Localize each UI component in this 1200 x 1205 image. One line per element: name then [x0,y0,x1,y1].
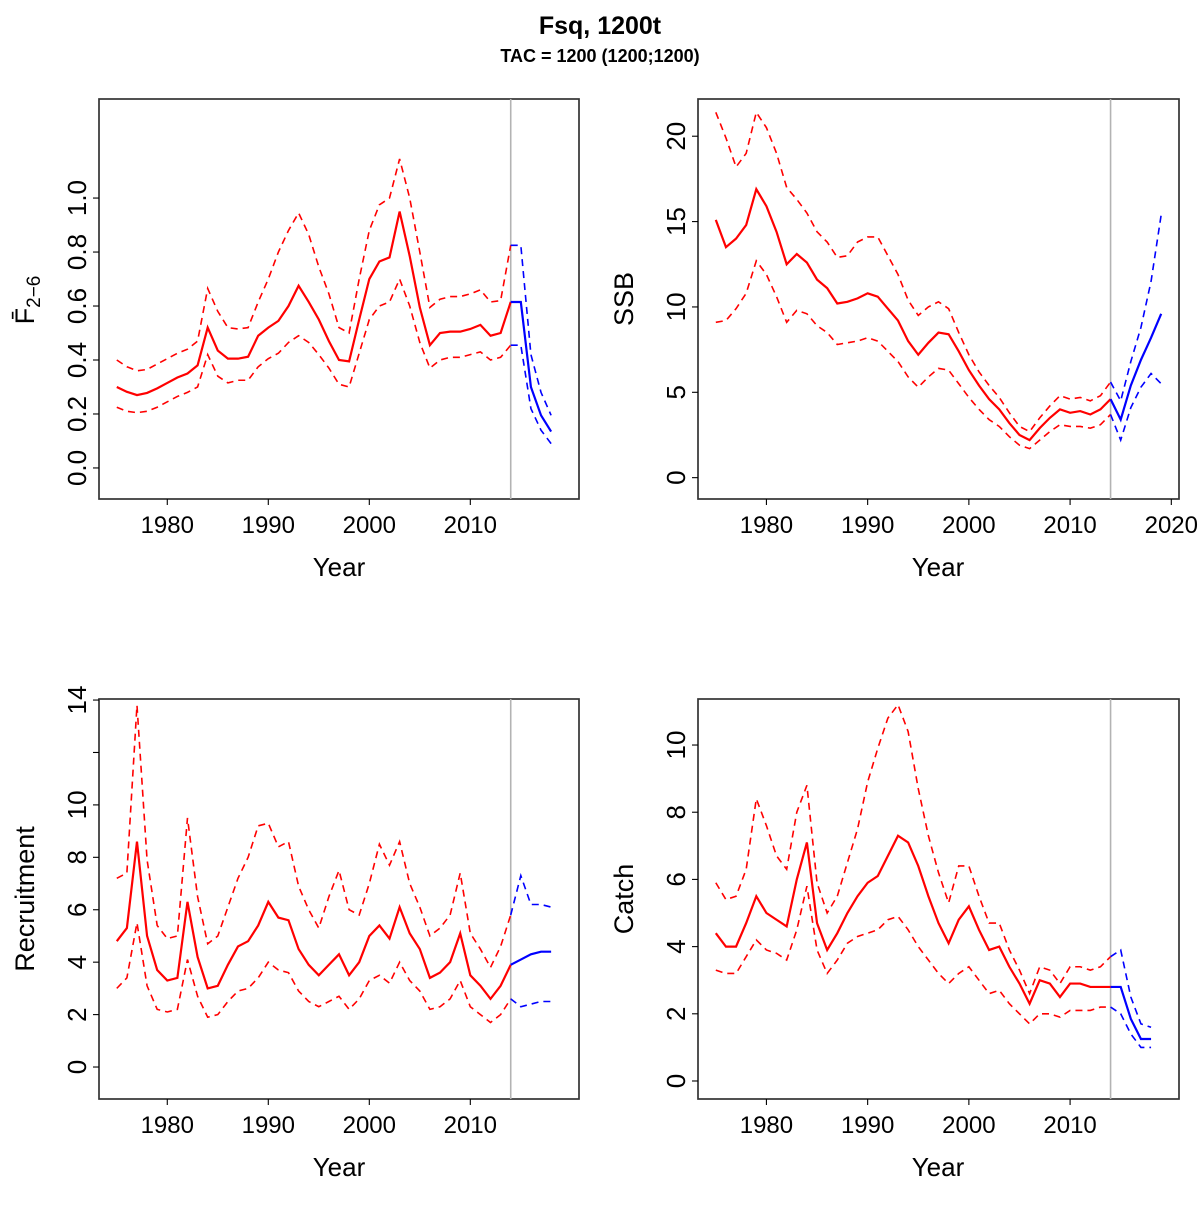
svg-text:4: 4 [661,939,691,953]
svg-text:6: 6 [62,903,92,917]
svg-text:0.0: 0.0 [62,450,92,486]
svg-text:2000: 2000 [942,512,995,539]
svg-text:1.0: 1.0 [62,180,92,216]
svg-text:2010: 2010 [444,1112,497,1139]
svg-text:TAC = 1200 (1200;1200): TAC = 1200 (1200;1200) [500,46,699,66]
svg-text:0.2: 0.2 [62,396,92,432]
svg-text:4: 4 [62,955,92,969]
svg-text:2010: 2010 [444,512,497,539]
svg-text:2010: 2010 [1043,1112,1096,1139]
svg-text:1990: 1990 [841,512,894,539]
svg-text:8: 8 [62,850,92,864]
svg-text:2000: 2000 [343,1112,396,1139]
svg-text:1990: 1990 [242,1112,295,1139]
svg-text:2000: 2000 [942,1112,995,1139]
svg-text:0: 0 [661,1074,691,1088]
svg-text:1980: 1980 [141,1112,194,1139]
svg-text:Recruitment: Recruitment [10,826,40,972]
svg-text:Fsq, 1200t: Fsq, 1200t [539,12,662,40]
svg-text:0.6: 0.6 [62,288,92,324]
svg-text:Year: Year [912,1152,965,1182]
svg-text:Catch: Catch [609,864,639,935]
svg-text:10: 10 [661,731,691,760]
svg-text:14: 14 [62,686,92,715]
svg-text:0: 0 [62,1060,92,1074]
svg-text:1980: 1980 [740,512,793,539]
svg-text:10: 10 [661,292,691,321]
svg-text:0.8: 0.8 [62,234,92,270]
svg-text:SSB: SSB [609,272,639,326]
svg-text:Year: Year [313,552,366,582]
svg-text:0: 0 [661,470,691,484]
svg-text:8: 8 [661,805,691,819]
svg-text:1980: 1980 [141,512,194,539]
svg-text:5: 5 [661,385,691,399]
svg-text:1980: 1980 [740,1112,793,1139]
svg-text:15: 15 [661,207,691,236]
svg-text:2000: 2000 [343,512,396,539]
svg-text:Year: Year [313,1152,366,1182]
svg-text:2: 2 [62,1007,92,1021]
svg-text:6: 6 [661,872,691,886]
svg-text:Year: Year [912,552,965,582]
svg-text:0.4: 0.4 [62,342,92,378]
svg-text:20: 20 [661,122,691,151]
svg-text:1990: 1990 [841,1112,894,1139]
svg-text:2010: 2010 [1043,512,1096,539]
svg-text:1990: 1990 [242,512,295,539]
svg-text:2: 2 [661,1007,691,1021]
svg-text:2020: 2020 [1145,512,1198,539]
svg-text:10: 10 [62,790,92,819]
